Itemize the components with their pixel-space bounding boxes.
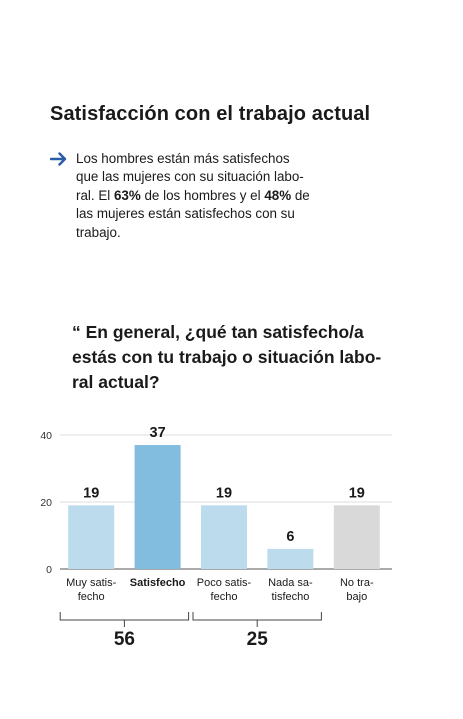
x-tick-label: Nada sa- [268, 577, 313, 589]
intro-line: Los hombres están más satisfechos [76, 151, 290, 166]
page-title: Satisfacción con el trabajo actual [50, 103, 371, 125]
question-line: estás con tu trabajo o situación labo- [72, 347, 382, 367]
bar [134, 445, 181, 569]
data-label: 37 [150, 425, 166, 441]
intro-text: Los hombres están más satisfechos que la… [76, 150, 376, 242]
x-tick-label: Satisfecho [130, 577, 186, 589]
men-percent: 63% [113, 187, 141, 203]
women-percent: 48% [264, 187, 292, 203]
group-total-label: 25 [247, 629, 269, 650]
data-label: 19 [349, 485, 365, 501]
arrow-right-icon [50, 152, 67, 166]
x-tick-label: Muy satis- [66, 577, 116, 589]
question-line: “ En general, ¿qué tan satisfecho/a [72, 322, 364, 342]
x-tick-label: tisfecho [271, 591, 309, 603]
bar [267, 548, 314, 569]
y-tick-label: 40 [40, 430, 52, 442]
group-total-label: 56 [114, 629, 135, 650]
intro-line: que las mujeres con su situación labo- [76, 169, 304, 185]
x-tick-label: No tra- [340, 577, 374, 589]
bar [333, 505, 380, 569]
group-bracket [192, 612, 322, 621]
intro-line: trabajo. [76, 224, 121, 240]
x-tick-label: bajo [346, 591, 367, 603]
x-tick-label: fecho [211, 591, 238, 603]
data-label: 19 [216, 485, 232, 501]
data-label: 6 [286, 529, 294, 545]
bar [68, 505, 115, 569]
y-tick-label: 0 [46, 564, 52, 576]
x-tick-label: Poco satis- [197, 577, 252, 589]
x-tick-label: fecho [78, 591, 105, 603]
intro-line: las mujeres están satisfechos con su [76, 206, 295, 222]
group-bracket [59, 612, 190, 621]
y-tick-label: 20 [40, 497, 52, 509]
question-line: ral actual? [72, 372, 160, 392]
data-label: 19 [83, 485, 99, 501]
intro-line: ral. El 63% de los hombres y el 48% de [76, 187, 310, 203]
bar [201, 505, 247, 569]
survey-question: “ En general, ¿qué tan satisfecho/a está… [72, 320, 412, 395]
